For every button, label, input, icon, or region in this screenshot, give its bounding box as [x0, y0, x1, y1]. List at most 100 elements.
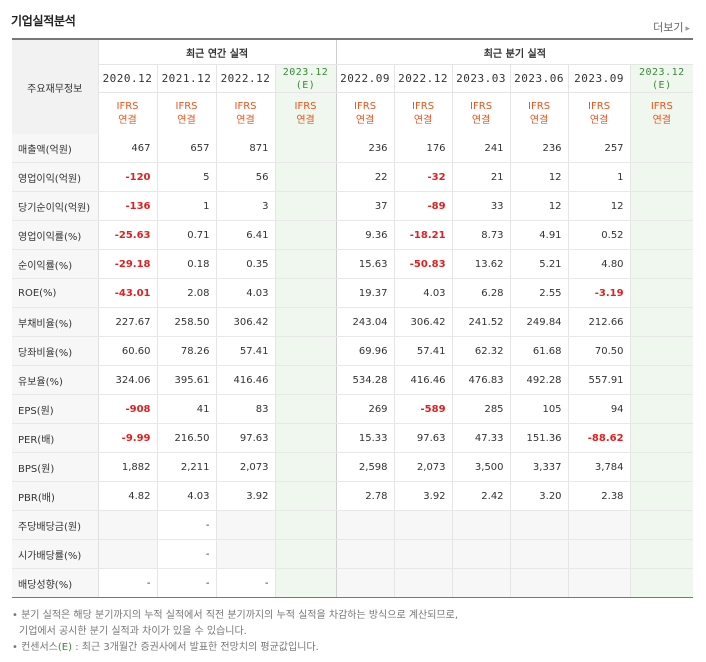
table-cell: 2.55: [509, 278, 569, 308]
row-label: 당기순이익(억원): [12, 191, 99, 221]
row-label: 영업이익률(%): [12, 220, 99, 250]
table-cell: [629, 220, 694, 250]
table-cell: 4.82: [97, 481, 157, 511]
note-text-1: 분기 실적은 해당 분기까지의 누적 실적에서 직전 분기까지의 누적 실적을 …: [21, 610, 459, 621]
table-cell: [97, 539, 157, 569]
table-cell: 70.50: [567, 336, 631, 366]
table-row: PBR(배) 4.82 4.03 3.92 2.78 3.92 2.42 3.20 2.38: [12, 481, 694, 511]
accounting-standard: IFRS 연결: [393, 92, 453, 134]
table-row: 매출액(억원) 467 657 871 236 176 241 236 257: [12, 134, 694, 163]
table-cell: [335, 539, 395, 569]
table-cell: 57.41: [215, 336, 275, 366]
row-label: PBR(배): [12, 481, 99, 511]
table-cell: [97, 510, 157, 540]
table-cell: [629, 452, 694, 482]
table-cell: 249.84: [509, 307, 569, 337]
table-cell: 2.78: [335, 481, 395, 511]
table-cell: 33: [451, 191, 511, 221]
table-cell: [274, 249, 337, 279]
table-cell: 15.33: [335, 423, 395, 453]
table-cell: 21: [451, 162, 511, 192]
period-label: 2022.09: [340, 72, 390, 85]
period-label: 2023.09: [574, 72, 624, 85]
table-cell: 212.66: [567, 307, 631, 337]
table-cell: [629, 394, 694, 424]
table-cell: [274, 481, 337, 511]
table-cell: 61.68: [509, 336, 569, 366]
table-cell: [567, 510, 631, 540]
period-label: 2023.03: [456, 72, 506, 85]
table-cell: [274, 278, 337, 308]
table-cell: 2,073: [393, 452, 453, 482]
table-cell: -29.18: [97, 249, 157, 279]
table-cell: 241: [451, 134, 511, 163]
table-cell: -: [97, 568, 157, 598]
table-cell: 97.63: [393, 423, 453, 453]
standard-ifrs: IFRS: [175, 100, 198, 112]
table-cell: [274, 134, 337, 163]
table-cell: 534.28: [335, 365, 395, 395]
table-cell: 15.63: [335, 249, 395, 279]
table-cell: [335, 568, 395, 598]
period-header: 2021.12: [156, 64, 216, 93]
table-cell: -: [156, 568, 216, 598]
table-row: BPS(원) 1,882 2,211 2,073 2,598 2,073 3,500 3,33…: [12, 452, 694, 482]
accounting-standard: IFRS 연결: [97, 92, 157, 134]
table-cell: 22: [335, 162, 395, 192]
table-cell: [509, 539, 569, 569]
annual-group-header: 최근 연간 실적: [97, 38, 337, 65]
row-label: EPS(원): [12, 394, 99, 424]
accounting-standard: IFRS 연결: [451, 92, 511, 134]
table-cell: 9.36: [335, 220, 395, 250]
table-cell: -89: [393, 191, 453, 221]
table-cell: -9.99: [97, 423, 157, 453]
table-cell: 41: [156, 394, 216, 424]
table-cell: 12: [509, 162, 569, 192]
standard-consolidated: 연결: [177, 114, 196, 126]
table-cell: 94: [567, 394, 631, 424]
row-label: 시가배당률(%): [12, 539, 99, 569]
period-header: 2023.12 (E): [629, 64, 694, 93]
period-label: 2023.12: [282, 66, 329, 78]
table-cell: 3,337: [509, 452, 569, 482]
row-label: 매출액(억원): [12, 134, 99, 163]
note-estimate-mark: (E): [57, 642, 73, 653]
table-cell: -18.21: [393, 220, 453, 250]
note-line-3: • 컨센서스(E) : 최근 3개월간 증권사에서 발표한 전망치의 평균값입니…: [12, 642, 319, 653]
table-cell: 216.50: [156, 423, 216, 453]
table-cell: -120: [97, 162, 157, 192]
table-cell: -: [156, 539, 216, 569]
table-cell: 1: [156, 191, 216, 221]
table-cell: 269: [335, 394, 395, 424]
table-cell: 4.91: [509, 220, 569, 250]
table-cell: 306.42: [215, 307, 275, 337]
period-header: 2020.12: [97, 64, 157, 93]
period-header: 2023.09: [567, 64, 631, 93]
table-cell: 2.38: [567, 481, 631, 511]
table-cell: [629, 481, 694, 511]
table-row: ROE(%) -43.01 2.08 4.03 19.37 4.03 6.28 2.55 -3.…: [12, 278, 694, 308]
table-row: 시가배당률(%) -: [12, 539, 694, 569]
table-row: 배당성향(%) - - -: [12, 568, 694, 598]
table-cell: 56: [215, 162, 275, 192]
table-cell: [629, 307, 694, 337]
quarterly-group-header: 최근 분기 실적: [335, 38, 694, 65]
table-cell: 105: [509, 394, 569, 424]
period-label: 2020.12: [102, 72, 153, 85]
table-cell: 0.35: [215, 249, 275, 279]
note-text-2: 기업에서 공시한 분기 실적과 차이가 있을 수 있습니다.: [19, 626, 247, 637]
row-label: ROE(%): [12, 278, 99, 308]
table-cell: [451, 539, 511, 569]
standard-ifrs: IFRS: [588, 100, 611, 112]
table-cell: 5.21: [509, 249, 569, 279]
more-link[interactable]: 더보기 ▸: [653, 19, 690, 35]
row-label: 배당성향(%): [12, 568, 99, 598]
table-cell: 0.52: [567, 220, 631, 250]
table-cell: 69.96: [335, 336, 395, 366]
standard-consolidated: 연결: [413, 114, 433, 126]
table-cell: [629, 249, 694, 279]
table-cell: 324.06: [97, 365, 157, 395]
table-cell: [629, 423, 694, 453]
table-cell: [509, 510, 569, 540]
accounting-standard: IFRS 연결: [274, 92, 337, 134]
